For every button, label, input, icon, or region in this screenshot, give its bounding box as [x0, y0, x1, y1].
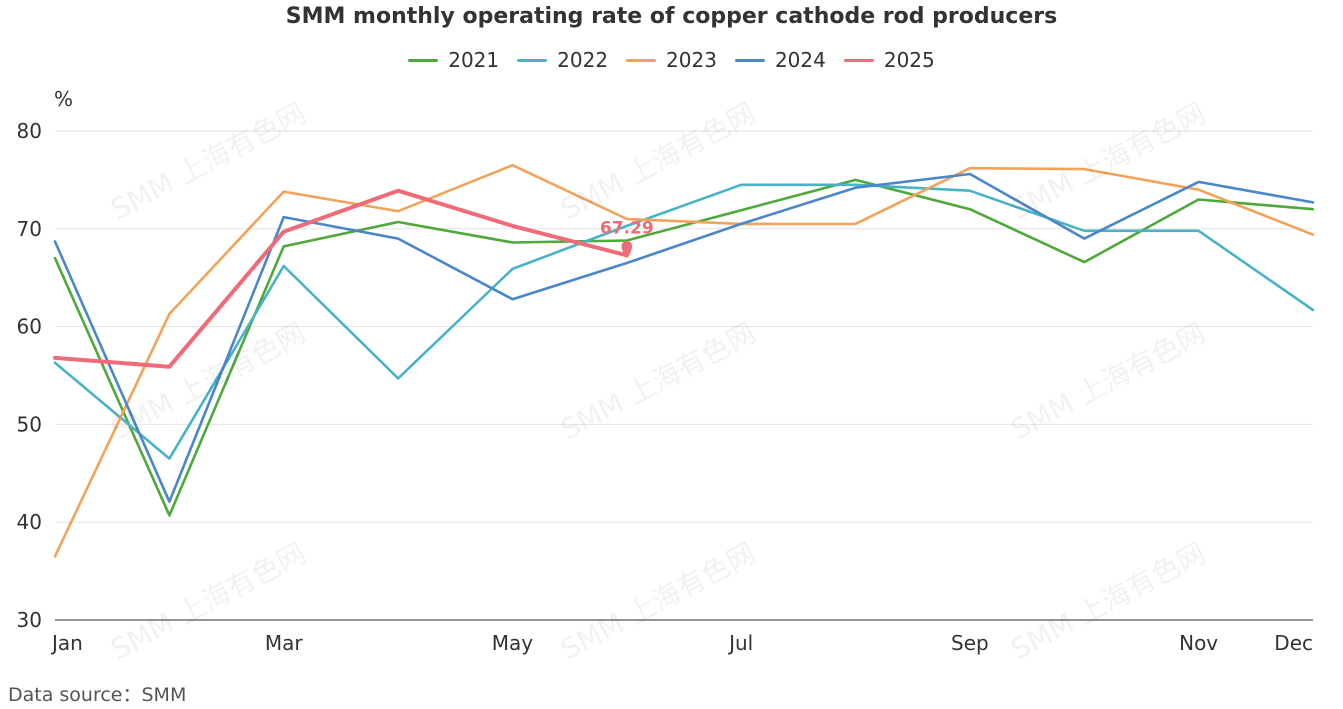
legend-label: 2021	[448, 48, 500, 72]
y-tick-label: 80	[17, 119, 42, 143]
series-line-2024	[53, 172, 1315, 504]
legend-swatch	[626, 58, 657, 62]
x-tick-label: Mar	[265, 631, 304, 655]
legend-swatch	[517, 58, 548, 62]
y-tick-label: 30	[17, 608, 42, 632]
y-tick-label: 60	[17, 315, 42, 339]
legend-item-2021[interactable]: 2021	[408, 48, 499, 72]
x-tick-label: Sep	[951, 631, 989, 655]
x-tick-label: Nov	[1179, 631, 1218, 655]
series-line-2025	[53, 188, 629, 369]
legend-label: 2025	[883, 48, 935, 72]
y-tick-label: 50	[17, 412, 42, 436]
legend-label: 2024	[774, 48, 826, 72]
legend-label: 2023	[666, 48, 717, 72]
legend-item-2022[interactable]: 2022	[517, 48, 608, 72]
legend-swatch	[843, 58, 874, 62]
data-source-note: Data source：SMM	[8, 684, 187, 706]
annotation-marker	[621, 241, 633, 259]
y-tick-label: 70	[17, 217, 42, 241]
series-line-2021	[53, 178, 1315, 517]
legend-item-2023[interactable]: 2023	[626, 48, 717, 72]
x-tick-label: Jan	[50, 631, 83, 655]
legend-item-2025[interactable]: 2025	[843, 48, 935, 72]
legend-item-2024[interactable]: 2024	[734, 48, 826, 72]
chart-legend: 2021 2022 2023 2024 2025	[0, 48, 1343, 72]
legend-label: 2022	[557, 48, 609, 72]
legend-swatch	[734, 58, 765, 62]
legend-swatch	[408, 58, 439, 62]
series-line-2022	[53, 183, 1315, 460]
y-tick-label: 40	[17, 510, 42, 534]
x-tick-label: Jul	[727, 631, 753, 655]
chart-title: SMM monthly operating rate of copper cat…	[285, 4, 1058, 29]
series-line-2023	[53, 163, 1315, 558]
x-tick-label: May	[492, 631, 534, 655]
x-tick-label: Dec	[1274, 631, 1313, 655]
y-axis-unit: %	[54, 87, 73, 111]
annotation-label: 67.29	[600, 218, 654, 238]
